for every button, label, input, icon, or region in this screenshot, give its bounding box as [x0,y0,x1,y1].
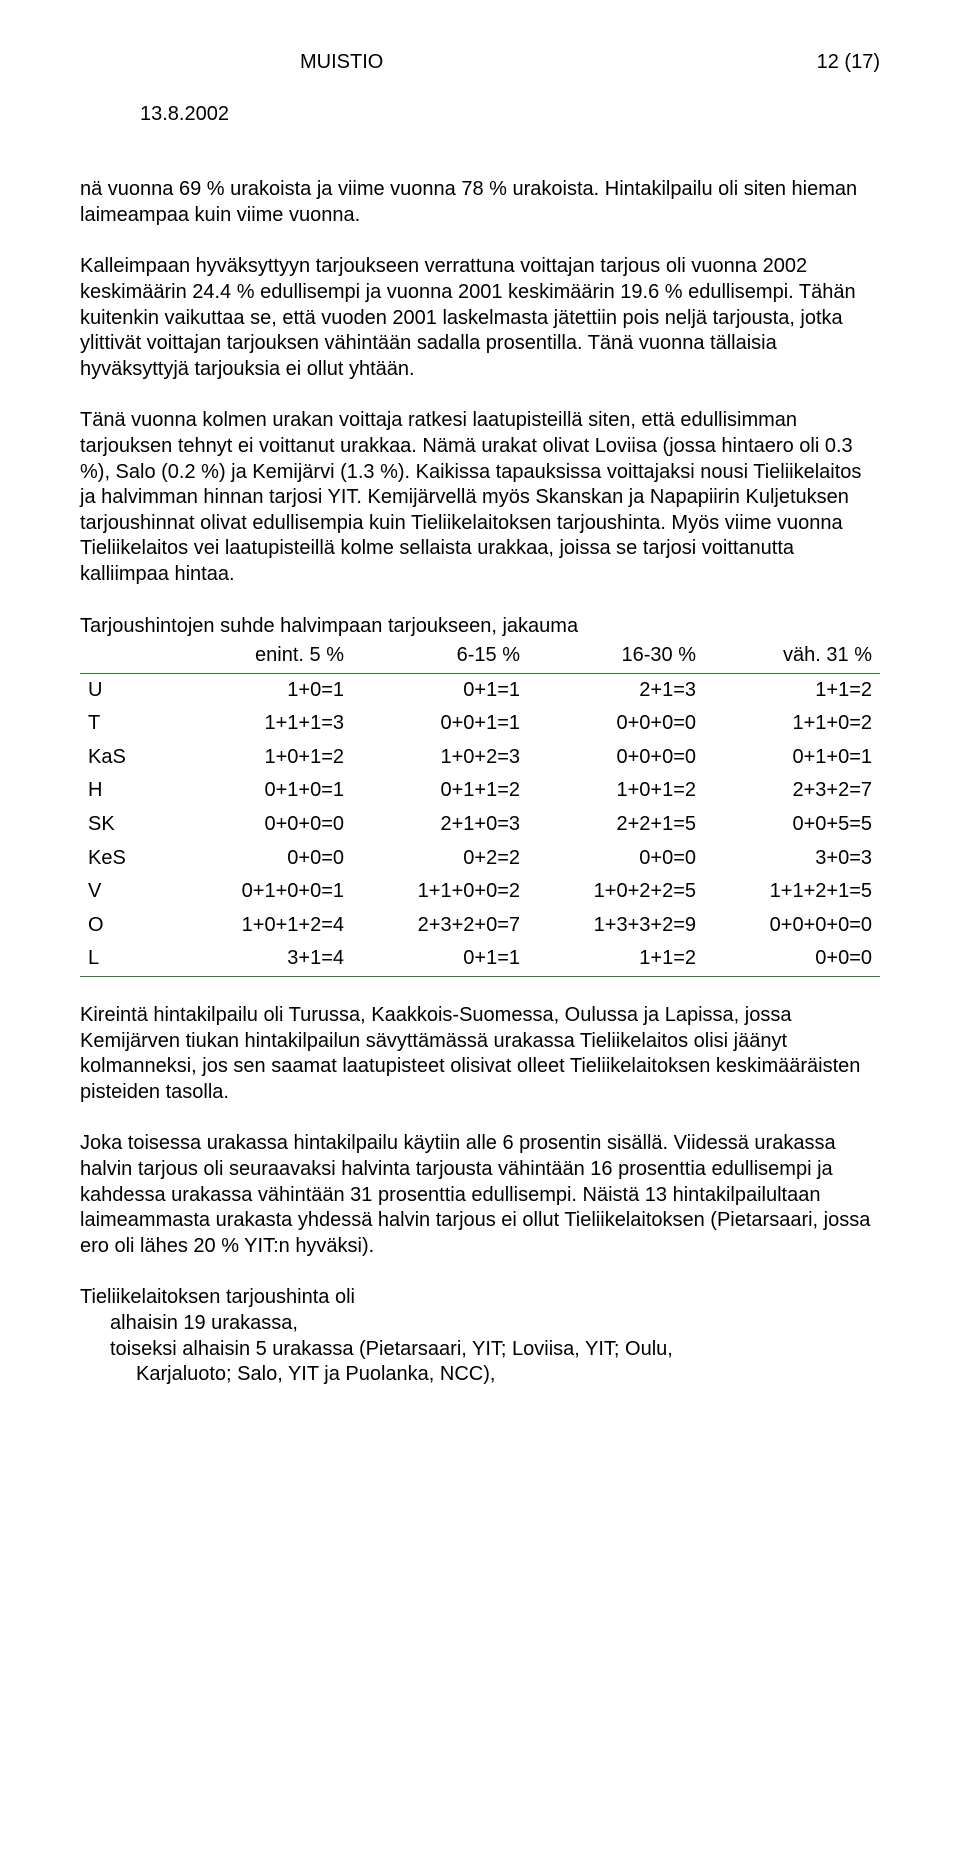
paragraph-5: Joka toisessa urakassa hintakilpailu käy… [80,1131,880,1259]
table-cell: 0+0+1=1 [352,707,528,741]
table-title: Tarjoushintojen suhde halvimpaan tarjouk… [80,614,880,640]
table-body: U1+0=10+1=12+1=31+1=2T1+1+1=30+0+1=10+0+… [80,673,880,976]
page-number: 12 (17) [817,50,880,76]
table-cell: 1+1+2+1=5 [704,875,880,909]
table-row: SK0+0+0=02+1+0=32+2+1=50+0+5=5 [80,808,880,842]
document-date: 13.8.2002 [80,102,880,128]
table-cell: 1+1+1=3 [176,707,352,741]
table-cell: 3+0=3 [704,842,880,876]
table-cell: 1+1+0=2 [704,707,880,741]
table-row: O1+0+1+2=42+3+2+0=71+3+3+2=90+0+0+0=0 [80,909,880,943]
table-cell: 0+1+0+0=1 [176,875,352,909]
table-cell: 0+1+0=1 [704,741,880,775]
table-cell: 0+1=1 [352,942,528,976]
row-label: T [80,707,176,741]
col-enint5: enint. 5 % [176,639,352,673]
col-blank [80,639,176,673]
table-header-row: enint. 5 % 6-15 % 16-30 % väh. 31 % [80,639,880,673]
table-cell: 1+0+1=2 [528,774,704,808]
table-cell: 0+0=0 [704,942,880,976]
p6-line2: alhaisin 19 urakassa, [80,1311,880,1337]
table-cell: 3+1=4 [176,942,352,976]
table-cell: 0+0+0+0=0 [704,909,880,943]
table-cell: 0+0+0=0 [528,741,704,775]
col-16-30: 16-30 % [528,639,704,673]
table-cell: 0+0+5=5 [704,808,880,842]
paragraph-3: Tänä vuonna kolmen urakan voittaja ratke… [80,408,880,587]
paragraph-2: Kalleimpaan hyväksyttyyn tarjoukseen ver… [80,254,880,382]
row-label: O [80,909,176,943]
page-header: MUISTIO 12 (17) [80,50,880,76]
table-row: T1+1+1=30+0+1=10+0+0=01+1+0=2 [80,707,880,741]
table-cell: 1+1=2 [704,673,880,707]
table-cell: 0+1=1 [352,673,528,707]
table-cell: 1+1=2 [528,942,704,976]
table-cell: 2+1=3 [528,673,704,707]
col-vah31: väh. 31 % [704,639,880,673]
table-cell: 1+1+0+0=2 [352,875,528,909]
table-cell: 1+0=1 [176,673,352,707]
table-row: U1+0=10+1=12+1=31+1=2 [80,673,880,707]
p6-line4: Karjaluoto; Salo, YIT ja Puolanka, NCC), [80,1362,880,1388]
table-row: KaS1+0+1=21+0+2=30+0+0=00+1+0=1 [80,741,880,775]
row-label: H [80,774,176,808]
table-cell: 2+3+2=7 [704,774,880,808]
table-row: KeS0+0=00+2=20+0=03+0=3 [80,842,880,876]
table-cell: 1+0+2+2=5 [528,875,704,909]
table-cell: 1+0+2=3 [352,741,528,775]
p6-line1: Tieliikelaitoksen tarjoushinta oli [80,1285,880,1311]
table-cell: 0+0=0 [176,842,352,876]
table-cell: 2+2+1=5 [528,808,704,842]
table-cell: 0+0+0=0 [176,808,352,842]
row-label: U [80,673,176,707]
table-cell: 1+3+3+2=9 [528,909,704,943]
p6-line3: toiseksi alhaisin 5 urakassa (Pietarsaar… [80,1337,880,1363]
table-cell: 0+1+0=1 [176,774,352,808]
document-page: MUISTIO 12 (17) 13.8.2002 nä vuonna 69 %… [0,0,960,1448]
table-row: H0+1+0=10+1+1=21+0+1=22+3+2=7 [80,774,880,808]
paragraph-1: nä vuonna 69 % urakoista ja viime vuonna… [80,177,880,228]
table-cell: 0+0+0=0 [528,707,704,741]
table-cell: 1+0+1+2=4 [176,909,352,943]
row-label: SK [80,808,176,842]
paragraph-4: Kireintä hintakilpailu oli Turussa, Kaak… [80,1003,880,1105]
table-cell: 0+1+1=2 [352,774,528,808]
document-title: MUISTIO [80,50,383,76]
table-cell: 2+1+0=3 [352,808,528,842]
table-cell: 1+0+1=2 [176,741,352,775]
row-label: V [80,875,176,909]
table-row: L3+1=40+1=11+1=20+0=0 [80,942,880,976]
col-6-15: 6-15 % [352,639,528,673]
table-cell: 2+3+2+0=7 [352,909,528,943]
paragraph-6: Tieliikelaitoksen tarjoushinta oli alhai… [80,1285,880,1387]
row-label: KeS [80,842,176,876]
table-cell: 0+0=0 [528,842,704,876]
table-row: V0+1+0+0=11+1+0+0=21+0+2+2=51+1+2+1=5 [80,875,880,909]
table-cell: 0+2=2 [352,842,528,876]
row-label: KaS [80,741,176,775]
distribution-table: enint. 5 % 6-15 % 16-30 % väh. 31 % U1+0… [80,639,880,977]
row-label: L [80,942,176,976]
